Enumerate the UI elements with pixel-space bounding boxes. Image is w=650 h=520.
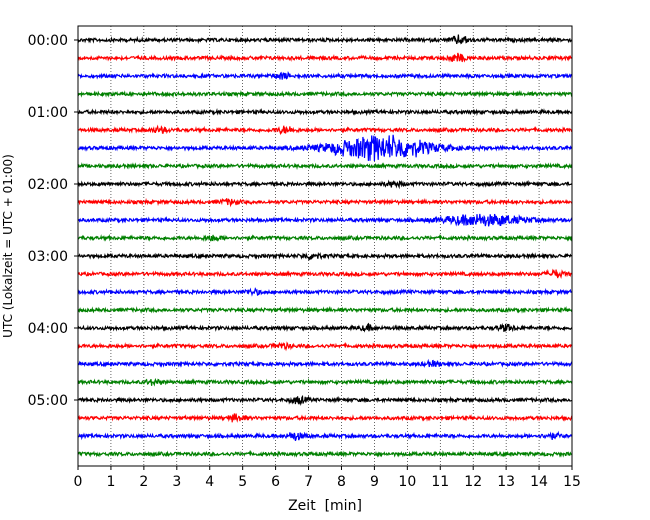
y-tick-label: 04:00 — [28, 321, 68, 337]
x-tick-label: 1 — [106, 474, 115, 490]
x-tick-label: 10 — [398, 474, 416, 490]
y-tick-label: 01:00 — [28, 105, 68, 121]
x-tick-label: 13 — [497, 474, 515, 490]
y-axis-title: UTC (Lokalzeit = UTC + 01:00) — [1, 154, 15, 338]
x-tick-label: 5 — [238, 474, 247, 490]
trace-line — [77, 90, 573, 99]
trace-line — [77, 197, 573, 208]
x-tick-label: 2 — [139, 474, 148, 490]
trace-line — [77, 449, 573, 458]
grid-lines — [110, 26, 540, 466]
trace-line — [77, 287, 573, 297]
x-axis-ticks: 0 1 2 3 4 5 6 7 8 9 10 11 12 13 14 15 — [74, 466, 581, 490]
trace-line — [77, 134, 573, 162]
trace-line — [77, 268, 572, 279]
trace-line — [77, 341, 573, 352]
x-tick-label: 12 — [464, 474, 482, 490]
x-tick-label: 15 — [563, 474, 581, 490]
trace-line — [77, 251, 573, 261]
trace-line — [77, 70, 573, 80]
y-tick-label: 03:00 — [28, 249, 68, 265]
x-tick-label: 4 — [205, 474, 214, 490]
trace-line — [77, 305, 573, 314]
x-axis-title: Zeit [min] — [288, 498, 362, 514]
x-tick-label: 8 — [337, 474, 346, 490]
x-tick-label: 6 — [271, 474, 280, 490]
trace-line — [77, 358, 573, 368]
trace-line — [77, 34, 573, 45]
x-tick-label: 0 — [74, 474, 83, 490]
x-tick-label: 7 — [304, 474, 313, 490]
trace-line — [77, 52, 573, 63]
trace-line — [77, 413, 573, 423]
y-tick-label: 00:00 — [28, 33, 68, 49]
trace-line — [77, 394, 573, 406]
trace-line — [77, 213, 573, 227]
trace-line — [77, 179, 573, 190]
x-tick-label: 9 — [370, 474, 379, 490]
y-tick-label: 05:00 — [28, 393, 68, 409]
plot-frame — [77, 25, 573, 467]
y-tick-label: 02:00 — [28, 177, 68, 193]
x-tick-label: 3 — [172, 474, 181, 490]
trace-line — [77, 430, 573, 442]
y-axis-ticks: 00:00 01:00 02:00 03:00 04:00 05:00 — [28, 33, 78, 409]
x-tick-label: 11 — [431, 474, 449, 490]
trace-line — [77, 161, 573, 170]
x-tick-label: 14 — [530, 474, 548, 490]
seismic-traces — [77, 34, 573, 458]
trace-line — [77, 322, 573, 333]
trace-line — [77, 377, 573, 387]
trace-line — [77, 107, 573, 117]
trace-line — [77, 233, 573, 242]
trace-line — [77, 124, 573, 136]
